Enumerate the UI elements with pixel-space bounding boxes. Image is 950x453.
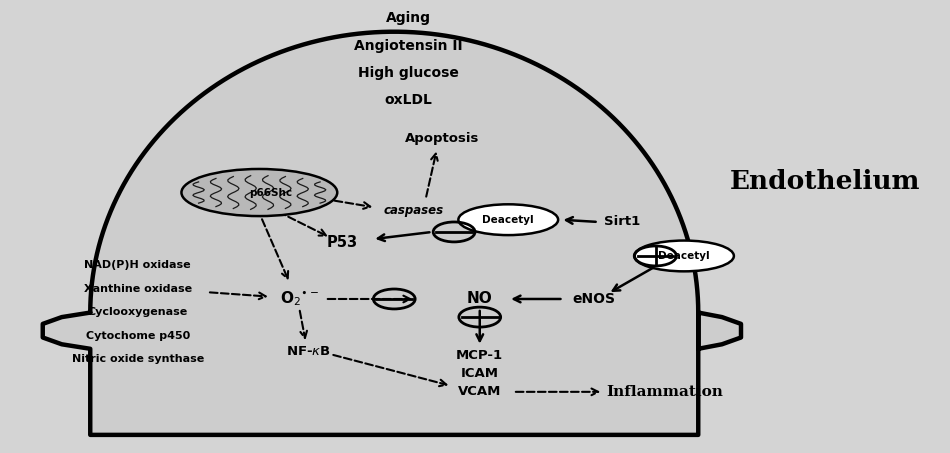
- Text: Endothelium: Endothelium: [730, 169, 920, 194]
- Text: VCAM: VCAM: [458, 386, 502, 398]
- Text: Apoptosis: Apoptosis: [405, 132, 479, 145]
- Text: oxLDL: oxLDL: [385, 93, 432, 107]
- Text: p66Shc: p66Shc: [249, 188, 293, 198]
- Text: Sirt1: Sirt1: [604, 216, 640, 228]
- Text: Deacetyl: Deacetyl: [483, 215, 534, 225]
- Text: Cytochome p450: Cytochome p450: [86, 331, 190, 341]
- Text: Aging: Aging: [386, 11, 431, 25]
- Text: High glucose: High glucose: [358, 66, 459, 80]
- Text: Deacetyl: Deacetyl: [658, 251, 710, 261]
- Text: eNOS: eNOS: [572, 292, 616, 306]
- Text: MCP-1: MCP-1: [456, 349, 504, 362]
- Polygon shape: [43, 32, 741, 435]
- Text: O$_2$$^{\bullet -}$: O$_2$$^{\bullet -}$: [279, 289, 319, 308]
- Text: NO: NO: [466, 291, 493, 307]
- Text: NF-$\kappa$B: NF-$\kappa$B: [287, 345, 331, 357]
- Text: Nitric oxide synthase: Nitric oxide synthase: [71, 354, 204, 364]
- Text: P53: P53: [327, 235, 357, 250]
- Text: ICAM: ICAM: [461, 367, 499, 380]
- Ellipse shape: [635, 241, 733, 271]
- Text: NAD(P)H oxidase: NAD(P)H oxidase: [85, 260, 191, 270]
- Text: Inflammation: Inflammation: [606, 385, 724, 399]
- Text: Cyclooxygenase: Cyclooxygenase: [87, 307, 188, 317]
- Text: Xanthine oxidase: Xanthine oxidase: [84, 284, 192, 294]
- Ellipse shape: [459, 204, 559, 235]
- Text: Angiotensin II: Angiotensin II: [354, 39, 463, 53]
- Ellipse shape: [181, 169, 337, 216]
- Text: caspases: caspases: [383, 204, 444, 217]
